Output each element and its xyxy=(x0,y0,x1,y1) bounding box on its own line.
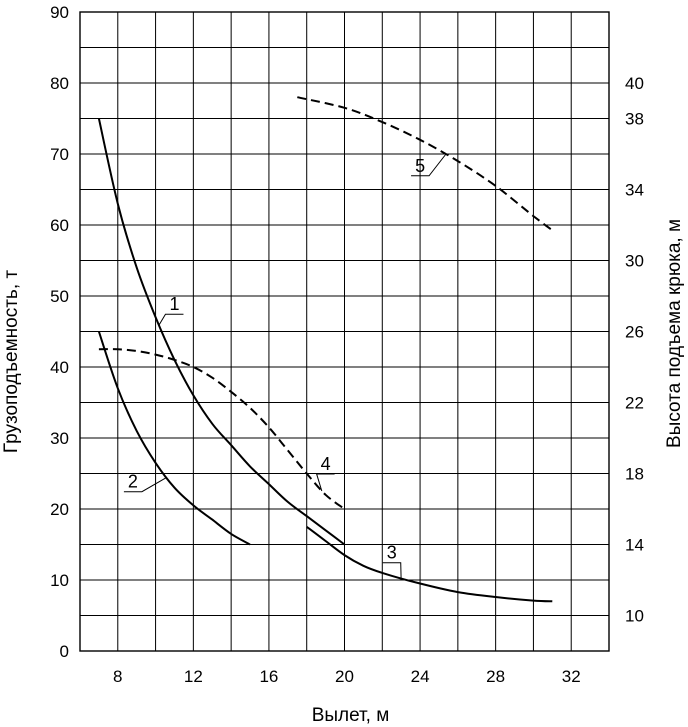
curve-label-4: 4 xyxy=(321,454,331,474)
series-2-line xyxy=(97,331,251,546)
curve-label-leader xyxy=(315,473,335,492)
y-tick-label: 10 xyxy=(50,571,69,590)
y2-tick-label: 30 xyxy=(625,252,644,271)
y2-tick-label: 14 xyxy=(625,536,644,555)
curve-label-2: 2 xyxy=(128,472,138,492)
y2-tick-label: 34 xyxy=(625,181,644,200)
series-4-line xyxy=(98,348,346,510)
y-tick-label: 80 xyxy=(50,74,69,93)
curves: 1 2 3 4 5 xyxy=(97,96,553,603)
y-tick-label: 60 xyxy=(50,216,69,235)
x-tick-label: 8 xyxy=(113,667,122,686)
x-tick-label: 32 xyxy=(562,667,581,686)
plot-frame xyxy=(79,11,610,652)
y2-tick-label: 38 xyxy=(625,110,644,129)
grid xyxy=(80,12,609,651)
x-tick-label: 24 xyxy=(411,667,430,686)
x-axis-label: Вылет, м xyxy=(312,705,390,726)
y2-tick-label: 26 xyxy=(625,323,644,342)
tick-labels: 8 12 16 20 24 28 32010203040506070809010141822… xyxy=(50,3,644,686)
y-tick-label: 90 xyxy=(50,3,69,22)
y-tick-label: 70 xyxy=(50,145,69,164)
y2-tick-label: 40 xyxy=(625,74,644,93)
y-tick-label: 0 xyxy=(60,642,69,661)
curve-label-3: 3 xyxy=(387,543,397,563)
y-tick-label: 50 xyxy=(50,287,69,306)
curve-label-leader xyxy=(382,562,402,579)
y2-tick-label: 10 xyxy=(625,607,644,626)
x-tick-label: 28 xyxy=(486,667,505,686)
y-axis-label: Грузоподъемность, т xyxy=(1,270,22,453)
x-tick-label: 20 xyxy=(335,667,354,686)
y2-tick-label: 18 xyxy=(625,465,644,484)
curve-label-leader xyxy=(158,313,184,326)
series-3-line xyxy=(306,525,553,603)
y2-axis-label: Высота подъема крюка, м xyxy=(664,219,685,448)
y-tick-label: 40 xyxy=(50,358,69,377)
curve-label-leader xyxy=(123,477,167,493)
y2-tick-label: 22 xyxy=(625,394,644,413)
curve-label-leader xyxy=(411,153,447,177)
curve-label-1: 1 xyxy=(169,294,179,314)
x-tick-label: 12 xyxy=(184,667,203,686)
series-1-line xyxy=(97,118,346,546)
curve-label-5: 5 xyxy=(415,156,425,176)
y-tick-label: 20 xyxy=(50,500,69,519)
x-tick-label: 16 xyxy=(259,667,278,686)
y-tick-label: 30 xyxy=(50,429,69,448)
